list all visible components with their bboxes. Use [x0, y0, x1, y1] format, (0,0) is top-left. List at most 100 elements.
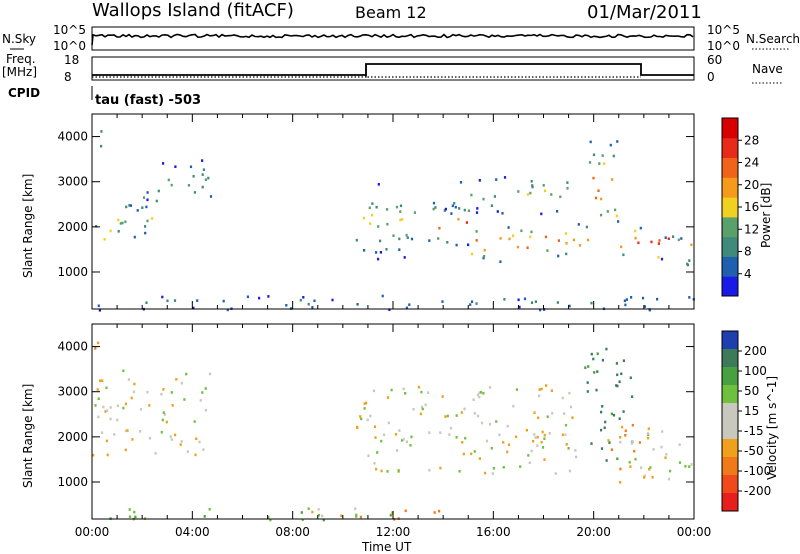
heatmap-cell [512, 404, 515, 408]
heatmap-cell [536, 435, 539, 439]
heatmap-cell [588, 161, 592, 164]
heatmap-cell [222, 299, 225, 303]
heatmap-cell [368, 206, 371, 210]
heatmap-cell [478, 391, 481, 394]
heatmap-cell [564, 423, 568, 427]
heatmap-cell [410, 237, 414, 241]
heatmap-cell [448, 433, 451, 436]
heatmap-cell [246, 295, 249, 299]
heatmap-cell [390, 388, 393, 392]
heatmap-cell [544, 235, 548, 239]
heatmap-cell [125, 205, 128, 209]
heatmap-cell [369, 222, 372, 225]
nave-tick-bottom: 0 [707, 70, 715, 84]
heatmap-cell [669, 469, 672, 473]
heatmap-cell [638, 441, 641, 444]
colorbar-swatch [722, 493, 738, 512]
heatmap-cell [622, 253, 625, 257]
heatmap-cell [475, 230, 478, 233]
colorbar-swatch [722, 256, 738, 277]
heatmap-cell [603, 426, 606, 430]
heatmap-cell [499, 237, 502, 240]
heatmap-cell [665, 453, 668, 456]
heatmap-cell [601, 154, 604, 157]
heatmap-cell [101, 379, 104, 382]
heatmap-cell [117, 230, 120, 233]
colorbar-tick-label: 16 [744, 200, 759, 214]
heatmap-cell [550, 389, 553, 392]
heatmap-cell [475, 302, 478, 305]
heatmap-cell [473, 412, 476, 415]
heatmap-cell [421, 407, 424, 411]
power-colorbar-label: Power [dB] [759, 183, 773, 248]
heatmap-cell [680, 237, 683, 240]
colorbar-tick-label: 12 [744, 222, 759, 236]
heatmap-cell [386, 396, 390, 399]
heatmap-cell [406, 236, 409, 239]
heatmap-cell [355, 513, 358, 517]
heatmap-cell [199, 399, 202, 402]
heatmap-cell [377, 183, 380, 186]
heatmap-cell [360, 417, 363, 421]
heatmap-cell [420, 390, 423, 394]
colorbar-swatch [722, 157, 738, 178]
heatmap-cell [142, 196, 146, 199]
heatmap-cell [495, 420, 498, 423]
heatmap-cell [165, 420, 168, 424]
heatmap-cell [106, 409, 109, 412]
heatmap-cell [568, 304, 571, 308]
heatmap-cell [556, 301, 559, 304]
beam-title: Beam 12 [355, 3, 427, 22]
heatmap-cell [543, 433, 546, 437]
x-tick-label: 20:00 [576, 525, 611, 539]
nsky-label: N.Sky [2, 32, 36, 46]
heatmap-cell [482, 256, 485, 260]
heatmap-cell [141, 206, 144, 209]
heatmap-cell [183, 398, 186, 401]
heatmap-cell [648, 468, 651, 471]
heatmap-cell [526, 246, 529, 249]
nsky-tick-top: 10^5 [53, 23, 86, 37]
heatmap-cell [565, 252, 568, 256]
heatmap-cell [166, 299, 169, 303]
heatmap-cell [630, 296, 633, 299]
heatmap-cell [404, 392, 407, 395]
heatmap-cell [126, 429, 129, 432]
heatmap-cell [399, 204, 403, 208]
heatmap-cell [540, 212, 543, 216]
heatmap-cell [483, 248, 486, 252]
heatmap-cell [631, 423, 634, 427]
heatmap-cell [493, 195, 496, 198]
heatmap-cell [201, 391, 204, 394]
heatmap-cell [667, 477, 671, 481]
heatmap-cell [375, 205, 378, 209]
heatmap-cell [109, 229, 112, 233]
heatmap-cell [611, 178, 614, 181]
heatmap-cell [146, 198, 149, 202]
cpid-label: CPID [8, 86, 40, 100]
heatmap-cell [515, 388, 518, 391]
heatmap-cell [321, 514, 324, 518]
heatmap-cell [443, 209, 446, 212]
heatmap-cell [180, 381, 183, 385]
nsky-tick-bottom: 10^0 [53, 39, 86, 53]
heatmap-cell [99, 379, 102, 383]
heatmap-cell [451, 204, 454, 208]
heatmap-cell [651, 476, 654, 479]
heatmap-cell [525, 428, 528, 432]
heatmap-cell [365, 401, 368, 405]
heatmap-cell [313, 299, 316, 303]
heatmap-cell [600, 197, 603, 201]
heatmap-cell [196, 299, 199, 302]
heatmap-cell [354, 507, 357, 511]
heatmap-cell [134, 515, 137, 519]
heatmap-cell [450, 212, 453, 215]
heatmap-cell [605, 347, 608, 351]
heatmap-cell [614, 208, 617, 212]
heatmap-cell [192, 175, 195, 178]
heatmap-cell [657, 255, 660, 259]
heatmap-cell [427, 391, 430, 394]
heatmap-cell [97, 304, 100, 308]
heatmap-cell [601, 358, 604, 362]
